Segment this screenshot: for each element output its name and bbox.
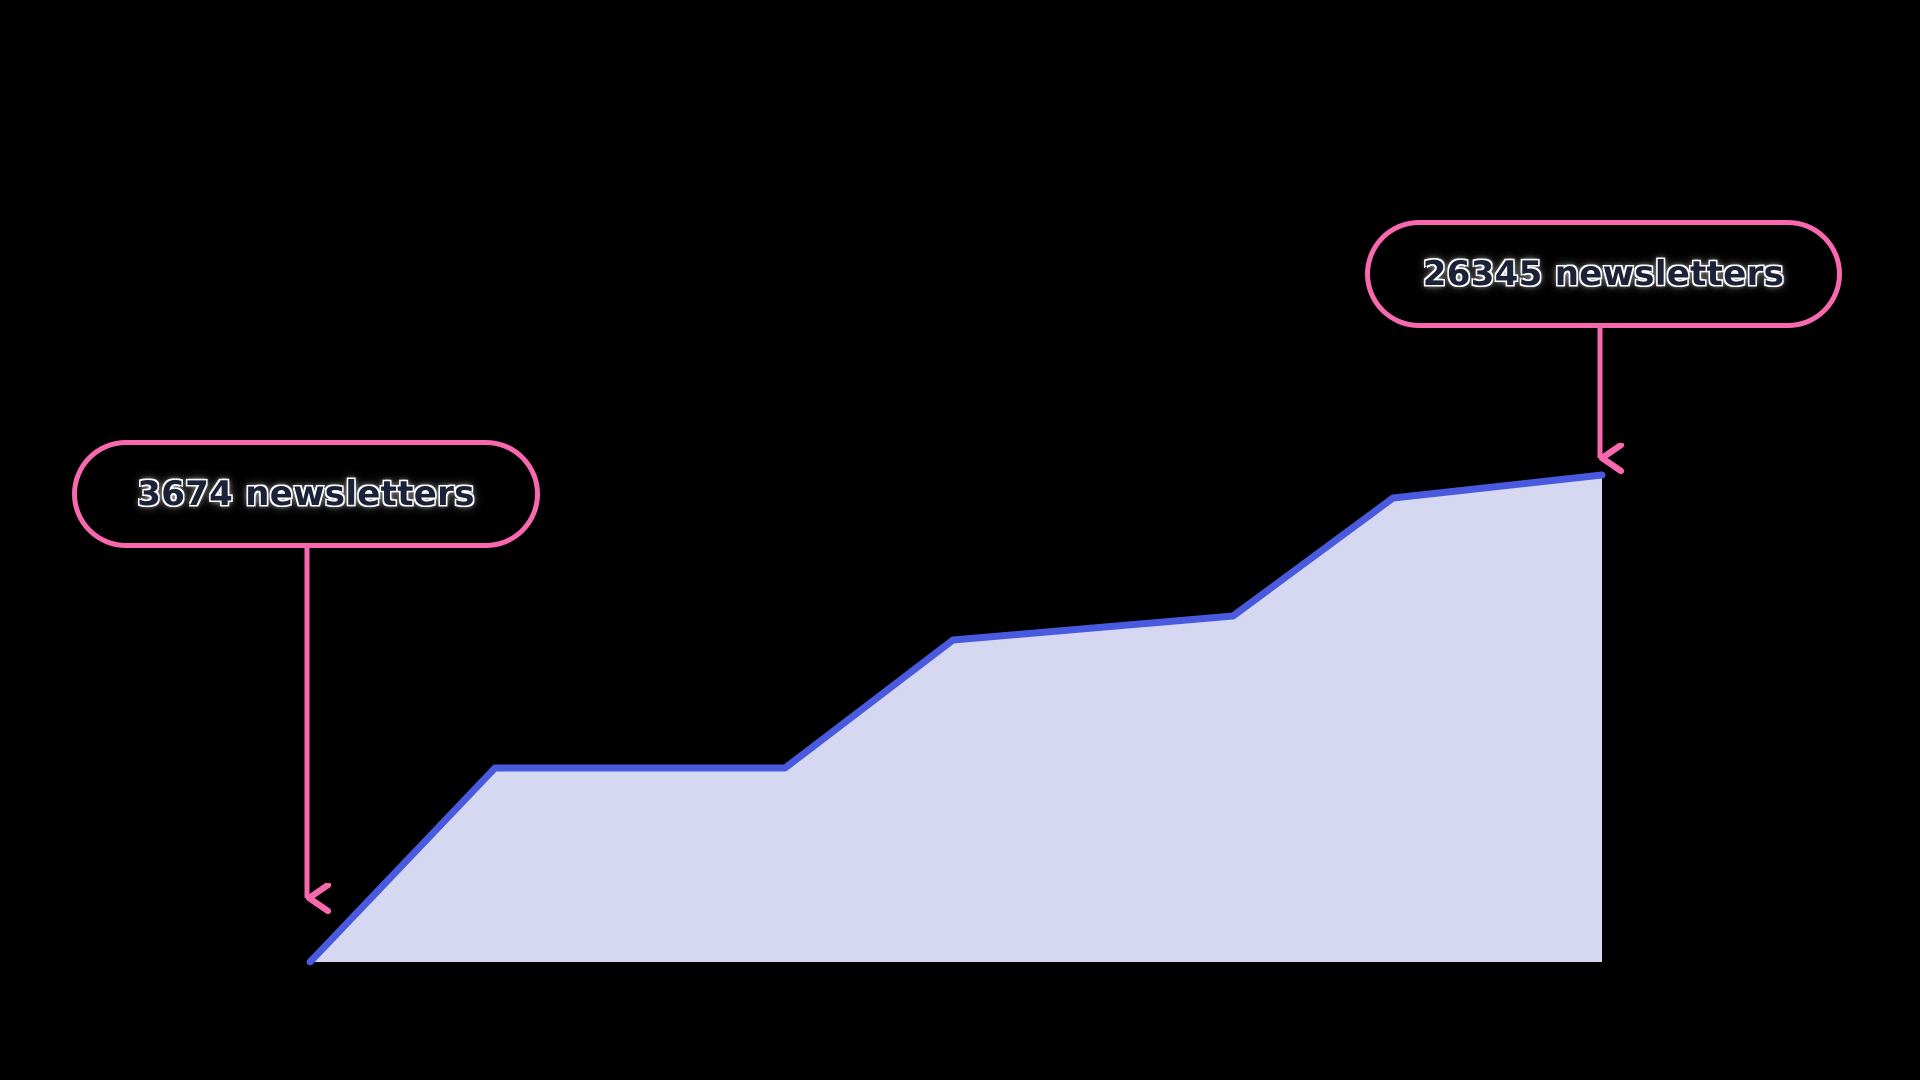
start-value-callout-label: 3674 newsletters	[137, 474, 475, 514]
end-value-callout[interactable]: 26345 newsletters	[1365, 220, 1842, 328]
end-value-callout-label: 26345 newsletters	[1422, 254, 1785, 294]
start-value-callout[interactable]: 3674 newsletters	[72, 440, 540, 548]
area-series-group	[306, 471, 1606, 966]
area-line-stroke	[306, 471, 1606, 966]
area-fill-shape	[310, 475, 1602, 962]
